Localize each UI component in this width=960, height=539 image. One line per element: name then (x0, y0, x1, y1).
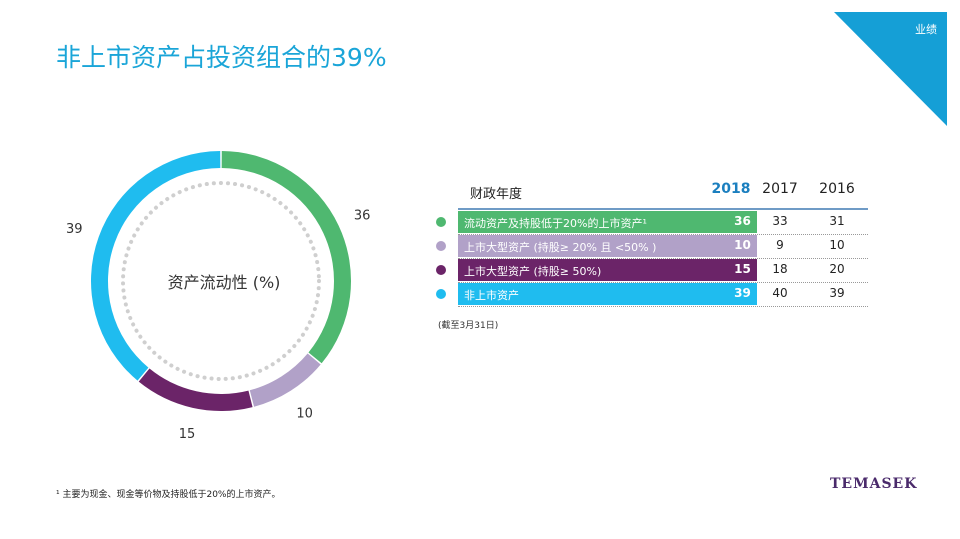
donut-slice-3 (90, 151, 221, 381)
row-color-bar (458, 283, 757, 305)
legend-dot (436, 241, 446, 251)
donut-slice-2 (138, 368, 253, 411)
table-row: 上市大型资产 (持股≥ 50%) 15 18 20 (430, 259, 870, 281)
donut-data-label-0: 36 (354, 209, 371, 224)
fiscal-year-header: 财政年度 (470, 187, 523, 202)
donut-data-label-3: 39 (66, 222, 83, 237)
value-2016: 10 (829, 238, 845, 252)
donut-center-label: 资产流动性 (%) (168, 273, 281, 292)
donut-slice-0 (221, 151, 352, 364)
value-2016: 31 (829, 214, 845, 228)
value-2016: 20 (829, 262, 845, 276)
table-row: 流动资产及持股低于20%的上市资产¹ 36 33 31 (430, 211, 870, 233)
value-2018: 10 (734, 238, 751, 252)
table-row: 上市大型资产 (持股≥ 20% 且 <50% ) 10 9 10 (430, 235, 870, 257)
year-2017-header: 2017 (762, 181, 798, 197)
row-label: 上市大型资产 (持股≥ 50%) (464, 265, 602, 278)
row-color-bar (458, 235, 757, 257)
footnote: ¹ 主要为现金、现金等价物及持股低于20%的上市资产。 (56, 490, 281, 500)
row-divider (458, 234, 868, 235)
value-2017: 33 (772, 214, 788, 228)
legend-dot (436, 217, 446, 227)
value-2018: 36 (734, 214, 751, 228)
row-label: 上市大型资产 (持股≥ 20% 且 <50% ) (464, 241, 657, 254)
donut-data-label-1: 10 (296, 407, 313, 422)
row-label: 非上市资产 (464, 289, 519, 302)
value-2017: 9 (776, 238, 784, 252)
table-row: 非上市资产 39 40 39 (430, 283, 870, 305)
table-header-rule (458, 208, 868, 210)
donut-inner-dotted-ring (121, 181, 321, 381)
legend-dot (436, 265, 446, 275)
row-label: 流动资产及持股低于20%的上市资产¹ (464, 217, 647, 230)
temasek-logo: TEMASEK (830, 476, 918, 492)
value-2016: 39 (829, 286, 845, 300)
page-title: 非上市资产占投资组合的39% (56, 43, 387, 72)
row-color-bar (458, 259, 757, 281)
year-2016-header: 2016 (819, 181, 855, 197)
section-label: 业绩 (915, 23, 937, 36)
value-2018: 39 (734, 286, 751, 300)
as-of-note: (截至3月31日) (438, 321, 499, 331)
year-2018-header: 2018 (711, 181, 751, 197)
value-2017: 40 (772, 286, 788, 300)
legend-dot (436, 289, 446, 299)
row-divider (458, 282, 868, 283)
row-divider (458, 258, 868, 259)
donut-data-label-2: 15 (179, 427, 196, 442)
value-2017: 18 (772, 262, 788, 276)
row-divider (458, 306, 868, 307)
donut-slice-1 (249, 353, 321, 407)
row-color-bar (458, 211, 757, 233)
value-2018: 15 (734, 262, 751, 276)
